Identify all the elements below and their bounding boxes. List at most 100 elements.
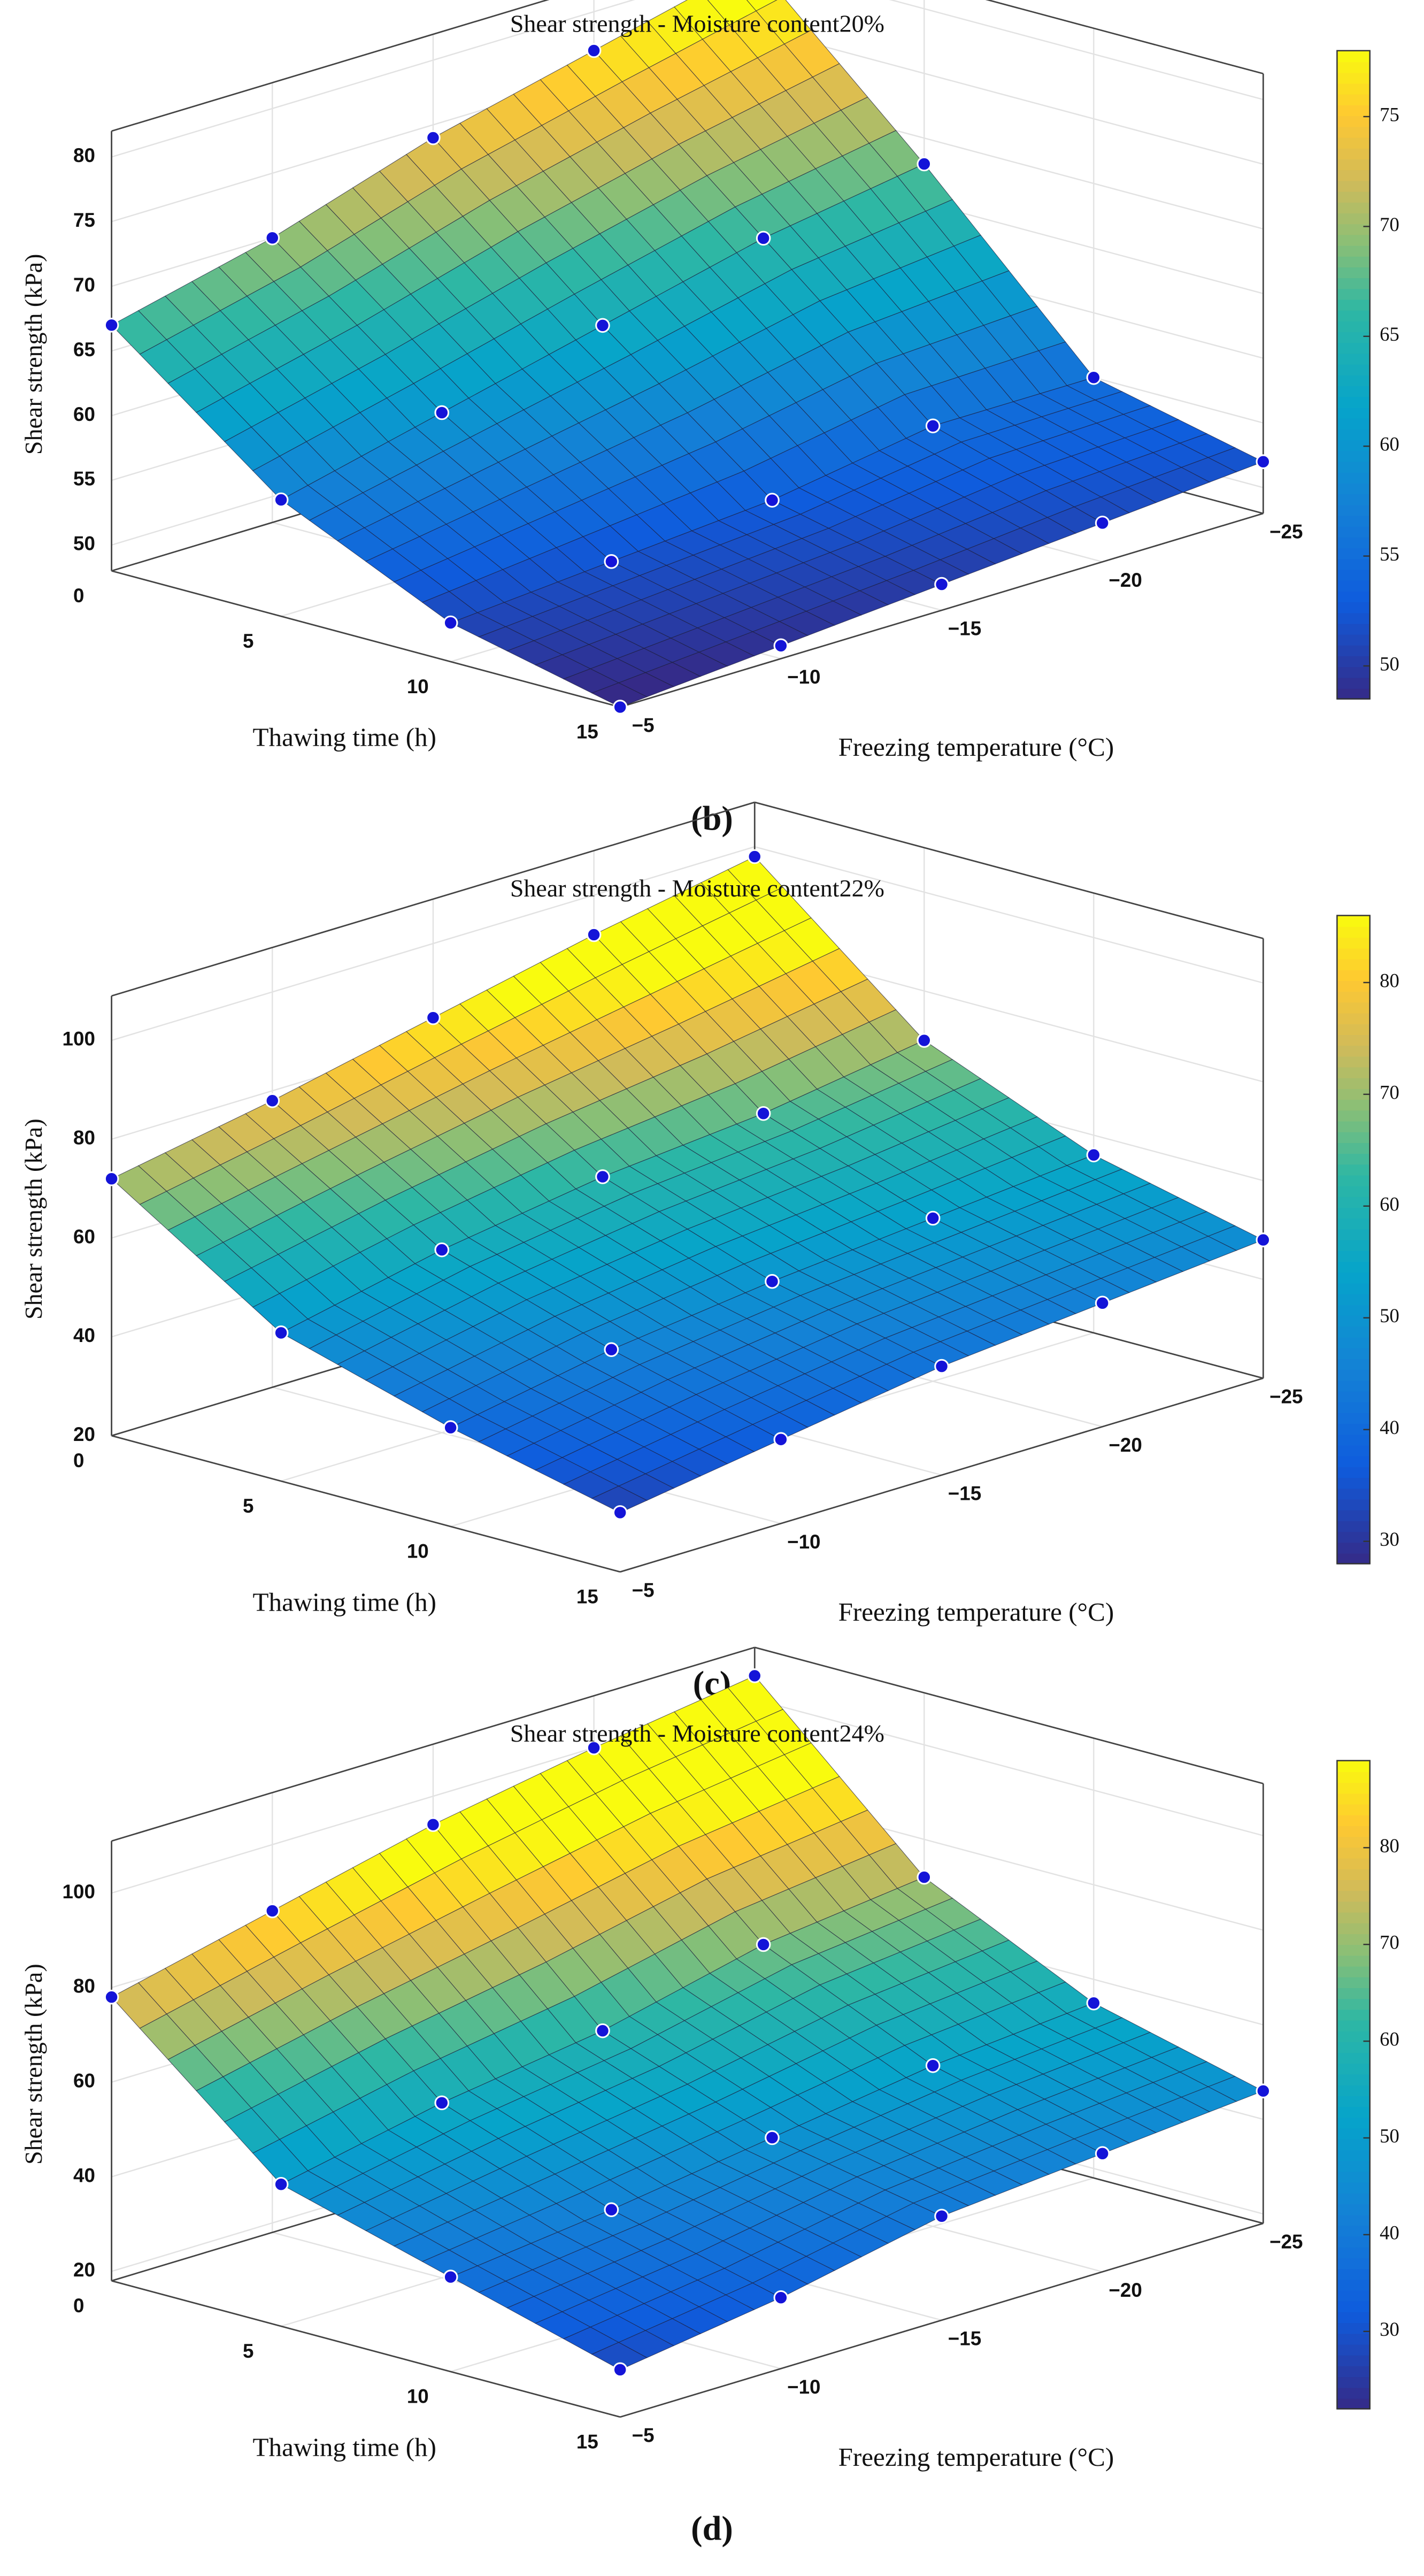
colorbar-cell (1337, 2355, 1370, 2366)
colorbar-cell (1337, 1185, 1370, 1197)
colorbar-cell (1337, 2106, 1370, 2118)
colorbar-cell (1337, 601, 1370, 614)
colorbar-cell (1337, 1976, 1370, 1988)
colorbar-cell (1337, 407, 1370, 419)
x-axis-label: Thawing time (h) (253, 1587, 436, 1616)
colorbar-cell (1337, 2247, 1370, 2258)
axis-box (620, 512, 1264, 708)
colorbar-cell (1337, 2268, 1370, 2280)
colorbar-cell (1337, 645, 1370, 657)
data-point (917, 156, 932, 172)
colorbar-cell (1337, 1466, 1370, 1478)
z-tick-label: 75 (73, 209, 95, 231)
colorbar-cell (1337, 1358, 1370, 1370)
colorbar-cell (1337, 342, 1370, 354)
grid-line (111, 0, 635, 158)
data-point (426, 1817, 441, 1832)
colorbar-cell (1337, 515, 1370, 527)
y-axis-label: Freezing temperature (°C) (838, 732, 1114, 762)
panel-label: (b) (691, 799, 733, 837)
colorbar-frame (1336, 50, 1371, 700)
data-point (586, 43, 602, 58)
colorbar-cell (1337, 1088, 1370, 1100)
colorbar-cell (1337, 1002, 1370, 1014)
colorbar-cell (1337, 1782, 1370, 1794)
colorbar-cell (1337, 1509, 1370, 1521)
z-axis-label: Shear strength (kPa) (20, 1964, 47, 2165)
colorbar-cell (1337, 461, 1370, 473)
colorbar-cell (1337, 94, 1370, 105)
colorbar-cell (1337, 1933, 1370, 1945)
y-tick-label: −15 (948, 1482, 981, 1504)
data-point (612, 700, 628, 715)
data-point (934, 1359, 949, 1374)
colorbar-cell (1337, 1391, 1370, 1402)
colorbar-cell (1337, 591, 1370, 603)
z-tick-label: 55 (73, 468, 95, 490)
colorbar-cell (1337, 1998, 1370, 2010)
colorbar-cell (1337, 2301, 1370, 2312)
colorbar-cell (1337, 2387, 1370, 2399)
colorbar-cell (1337, 299, 1370, 311)
colorbar-cell (1337, 1423, 1370, 1435)
colorbar-tick-label: 80 (1380, 1835, 1399, 1857)
y-tick-label: −25 (1269, 2230, 1303, 2252)
colorbar-cell (1337, 2279, 1370, 2291)
colorbar-cell (1337, 2311, 1370, 2324)
data-point (747, 849, 763, 864)
colorbar-cell (1337, 2203, 1370, 2215)
y-tick-label: −5 (632, 2424, 655, 2446)
colorbar-cell (1337, 493, 1370, 505)
data-point (273, 1325, 289, 1340)
colorbar-cell (1337, 180, 1370, 192)
axis-box (111, 570, 621, 708)
z-tick-label: 80 (73, 1127, 95, 1149)
y-tick-label: −20 (1109, 2279, 1142, 2301)
colorbar-cell (1337, 482, 1370, 495)
colorbar-cell (1337, 948, 1370, 960)
data-point (265, 1903, 280, 1919)
colorbar-cell (1337, 2117, 1370, 2129)
colorbar-cell (1337, 364, 1370, 375)
surface-patch (591, 2342, 648, 2370)
colorbar-cell (1337, 1218, 1370, 1230)
colorbar-cell (1337, 2020, 1370, 2031)
data-point (1095, 2146, 1110, 2161)
z-tick-label: 70 (73, 274, 95, 296)
axis-box (985, 0, 1264, 75)
z-tick-label: 60 (73, 1225, 95, 1247)
colorbar-cell (1337, 2257, 1370, 2270)
colorbar-tick-label: 75 (1380, 103, 1399, 125)
colorbar-cell (1337, 1250, 1370, 1262)
colorbar-cell (1337, 428, 1370, 441)
data-point (443, 1420, 458, 1435)
colorbar-cell (1337, 1347, 1370, 1359)
data-point (434, 1242, 450, 1258)
surface-patch (591, 683, 648, 708)
colorbar-cell (1337, 1793, 1370, 1805)
colorbar-cell (1337, 2398, 1370, 2410)
grid-line (889, 0, 1264, 101)
colorbar-cell (1337, 2192, 1370, 2204)
colorbar-cell (1337, 310, 1370, 321)
z-tick-label: 20 (73, 1423, 95, 1445)
colorbar-cell (1337, 2214, 1370, 2226)
colorbar-cell (1337, 61, 1370, 73)
x-tick-label: 0 (73, 585, 84, 607)
y-axis-label: Freezing temperature (°C) (838, 2442, 1114, 2472)
colorbar-cell (1337, 2182, 1370, 2194)
data-point (595, 318, 610, 333)
colorbar-cell (1337, 612, 1370, 624)
z-tick-label: 100 (63, 1028, 95, 1050)
data-point (917, 1033, 932, 1048)
colorbar-cell (1337, 1369, 1370, 1381)
colorbar-cell (1337, 2149, 1370, 2161)
x-tick-label: 15 (576, 1586, 598, 1608)
colorbar-cell (1337, 1142, 1370, 1154)
z-tick-label: 60 (73, 2070, 95, 2092)
colorbar-cell (1337, 547, 1370, 559)
colorbar-cell (1337, 1272, 1370, 1284)
colorbar-cell (1337, 2128, 1370, 2140)
colorbar-cell (1337, 245, 1370, 257)
chart-title: Shear strength - Moisture content20% (510, 10, 884, 37)
